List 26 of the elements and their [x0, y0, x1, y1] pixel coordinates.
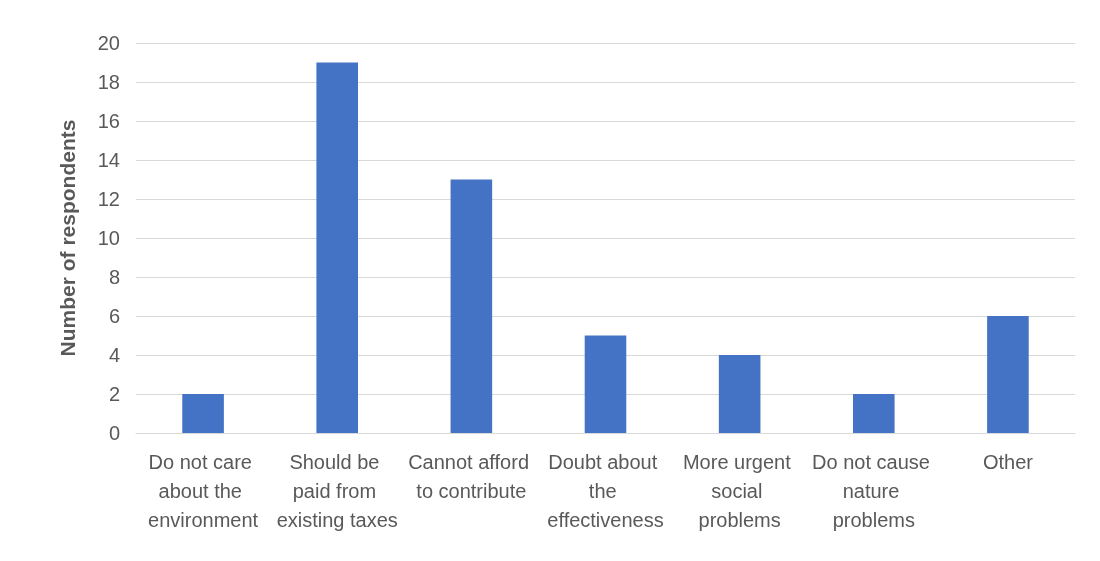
x-tick-label: Do not cause nature problems	[812, 450, 936, 531]
x-tick-label: Do not care about the environment	[148, 450, 259, 531]
bar	[584, 335, 627, 433]
y-tick-label: 10	[97, 227, 120, 249]
y-tick-label: 0	[108, 422, 120, 444]
bar	[182, 394, 224, 433]
y-tick-label: 20	[97, 32, 120, 54]
y-tick-label: 12	[97, 188, 120, 210]
bar	[450, 179, 493, 433]
x-tick-label: More urgent social problems	[682, 450, 797, 531]
bar	[718, 355, 761, 433]
y-axis-title: Number of respondents	[56, 119, 79, 357]
y-tick-label: 18	[97, 71, 120, 93]
y-tick-label: 2	[108, 383, 120, 405]
x-tick-label: Doubt about the effectiveness	[547, 450, 664, 531]
y-tick-label: 8	[108, 266, 120, 288]
x-tick-label: Cannot afford to contribute	[408, 450, 535, 502]
y-tick-label: 4	[108, 344, 120, 366]
bar	[852, 394, 895, 433]
bar	[987, 316, 1029, 433]
x-tick-label: Other	[982, 450, 1034, 473]
x-tick-label: Should be paid from existing taxes	[276, 450, 398, 531]
bar	[316, 62, 359, 433]
y-tick-label: 14	[97, 149, 120, 171]
y-tick-label: 6	[108, 305, 120, 327]
y-tick-label: 16	[97, 110, 120, 132]
